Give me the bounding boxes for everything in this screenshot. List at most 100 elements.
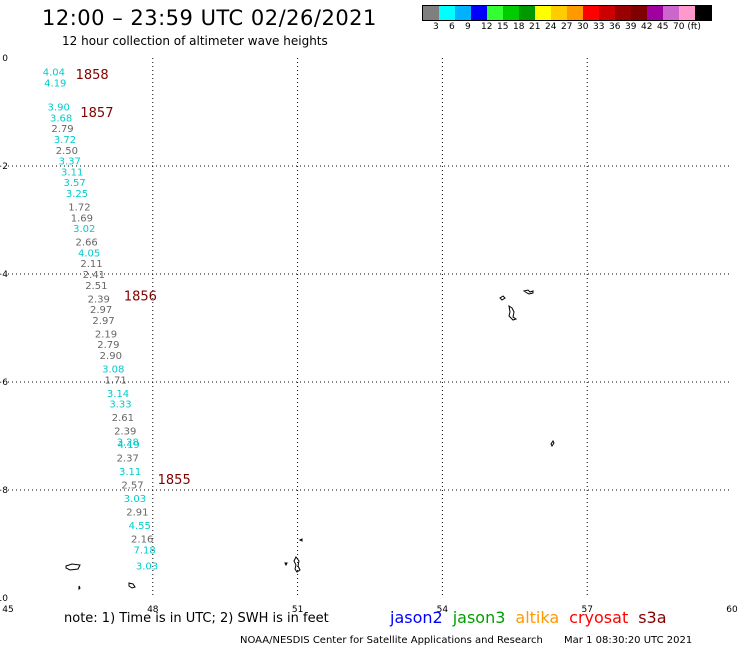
time-label: 1855 — [158, 473, 191, 488]
color-scale-label: 9 — [465, 22, 471, 32]
swh-value: 2.79 — [51, 124, 73, 135]
swh-value: 2.11 — [80, 259, 102, 270]
color-scale-label: 36 — [609, 22, 621, 32]
map-subtitle: 12 hour collection of altimeter wave hei… — [62, 34, 328, 48]
credit-org: NOAA/NESDIS Center for Satellite Applica… — [240, 635, 543, 646]
color-swatch — [551, 6, 567, 20]
swh-value: 3.03 — [124, 494, 146, 505]
color-scale-label: 42 — [641, 22, 653, 32]
swh-value: 2.41 — [83, 270, 105, 281]
y-tick-label: −10 — [0, 594, 8, 604]
swh-value: 3.72 — [54, 135, 76, 146]
y-tick-label: 0 — [2, 54, 8, 64]
y-tick-label: −2 — [0, 162, 8, 172]
swh-value: 3.25 — [66, 189, 88, 200]
swh-value: 3.02 — [73, 224, 95, 235]
color-swatch — [503, 6, 519, 20]
coastline-fragment — [128, 582, 136, 589]
swh-value: 3.57 — [63, 178, 85, 189]
color-scale-label: 27 — [561, 22, 573, 32]
time-label: 1858 — [76, 68, 109, 83]
y-tick-label: −4 — [0, 270, 8, 280]
swh-value: 3.11 — [61, 167, 83, 178]
time-label: 1857 — [80, 106, 113, 121]
coastline-fragment — [522, 289, 534, 295]
swh-value: 3.68 — [50, 113, 72, 124]
swh-value: 2.57 — [121, 481, 143, 492]
coastline-fragment — [298, 538, 303, 542]
color-scale-label: 33 — [593, 22, 605, 32]
y-tick-label: −8 — [0, 486, 8, 496]
swh-value: 1.72 — [68, 203, 90, 214]
swh-value: 3.11 — [119, 467, 141, 478]
x-tick-label: 48 — [147, 605, 159, 615]
swh-value: 2.61 — [112, 413, 134, 424]
swh-value: 2.97 — [92, 316, 114, 327]
coastline-fragment — [284, 562, 288, 567]
color-swatch — [647, 6, 663, 20]
color-scale-bar — [422, 5, 712, 21]
color-swatch — [599, 6, 615, 20]
color-swatch — [567, 6, 583, 20]
color-scale-label: 15 — [497, 22, 509, 32]
swh-value: 4.04 — [43, 68, 65, 79]
map-title: 12:00 – 23:59 UTC 02/26/2021 — [42, 6, 377, 30]
x-tick-label: 60 — [726, 605, 738, 615]
color-scale-label: 24 — [545, 22, 557, 32]
swh-value: 1.69 — [71, 213, 93, 224]
swh-value: 3.90 — [48, 103, 70, 114]
swh-value: 3.33 — [109, 400, 131, 411]
swh-value: 2.50 — [56, 146, 78, 157]
color-scale-label: 3 — [433, 22, 439, 32]
color-scale-label: 30 — [577, 22, 589, 32]
credit-line: NOAA/NESDIS Center for Satellite Applica… — [240, 635, 710, 646]
swh-value: 2.37 — [117, 454, 139, 465]
color-scale-label: 18 — [513, 22, 525, 32]
coastline-fragment — [293, 556, 301, 573]
color-swatch — [663, 6, 679, 20]
color-scale-label: 12 — [481, 22, 493, 32]
coastline-fragment — [550, 440, 555, 447]
swh-value: 4.55 — [129, 521, 151, 532]
color-swatch — [615, 6, 631, 20]
swh-value: 7.18 — [133, 545, 155, 556]
time-label: 1856 — [124, 290, 157, 305]
swh-value: 2.66 — [76, 238, 98, 249]
color-swatch — [679, 6, 695, 20]
coastline-fragment — [65, 563, 81, 571]
satellite-label-jason2: jason2 — [390, 608, 443, 627]
x-tick-label: 51 — [292, 605, 303, 615]
units-note: note: 1) Time is in UTC; 2) SWH is in fe… — [64, 611, 329, 626]
satellite-label-altika: altika — [515, 608, 560, 627]
swh-value: 2.19 — [95, 329, 117, 340]
coastline-fragment — [508, 304, 518, 321]
coastline-fragment — [78, 585, 81, 591]
swh-value: 2.90 — [100, 351, 122, 362]
color-scale-label: 39 — [625, 22, 637, 32]
swh-value: 2.51 — [85, 281, 107, 292]
swh-value: 2.91 — [126, 508, 148, 519]
color-scale-label: 45 — [657, 22, 669, 32]
swh-value: 3.37 — [59, 157, 81, 168]
swh-value: 1.71 — [105, 375, 127, 386]
color-swatch — [439, 6, 455, 20]
satellite-legend: jason2 jason3 altika cryosat s3a — [390, 608, 677, 627]
swh-value: 3.03 — [136, 562, 158, 573]
color-swatch — [455, 6, 471, 20]
color-swatch — [423, 6, 439, 20]
color-swatch — [487, 6, 503, 20]
coastline-fragment — [499, 295, 506, 301]
color-swatch — [583, 6, 599, 20]
x-tick-label: 57 — [581, 605, 592, 615]
swh-value: 2.39 — [88, 294, 110, 305]
satellite-label-s3a: s3a — [638, 608, 667, 627]
swh-value: 3.14 — [107, 389, 129, 400]
swh-value: 4.19 — [118, 440, 140, 451]
satellite-label-cryosat: cryosat — [569, 608, 629, 627]
swh-value: 3.28 — [117, 437, 139, 448]
swh-value: 4.19 — [44, 78, 66, 89]
x-tick-label: 54 — [437, 605, 449, 615]
color-swatch — [535, 6, 551, 20]
color-swatch — [519, 6, 535, 20]
